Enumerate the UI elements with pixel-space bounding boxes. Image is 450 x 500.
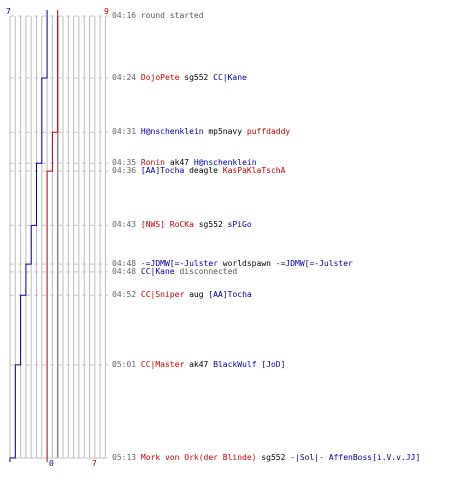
event-time: 04:24 <box>112 73 141 82</box>
weapon-text: deagle <box>184 166 223 176</box>
event-row: 04:35 Ronin ak47 H@nschenklein <box>112 158 257 168</box>
event-row: 05:01 CC|Master ak47 BlackWulf [JoD] <box>112 360 285 370</box>
player-name: DojoPete <box>140 73 180 82</box>
event-row: 04:16 round started <box>112 11 204 21</box>
blue-end-score-label: 0 <box>49 459 54 468</box>
red-end-score-label: 7 <box>92 459 97 468</box>
event-row: 04:36 [AA]Tocha deagle KasPaKlaTschA <box>112 166 285 176</box>
blue-team-score-line <box>9 10 48 462</box>
player-name: [AA]Tocha <box>140 166 185 176</box>
event-time: 04:48 <box>112 259 141 269</box>
player-name: Ronin <box>140 158 165 168</box>
player-name: [NWS] RoCKa <box>140 220 194 230</box>
player-name: BlackWulf [JoD] <box>213 359 286 369</box>
event-row: 04:31 H@nschenklein mp5navy puffdaddy <box>112 127 290 137</box>
status-text: disconnected <box>174 266 238 276</box>
player-name: -|Sol|- AffenBoss[i.V.v.JJ] <box>290 453 421 462</box>
event-time: 05:13 <box>112 453 141 462</box>
player-name: -=JDMW[=-Julster <box>275 259 353 269</box>
red-team-score-line <box>46 10 59 462</box>
event-time: 04:48 <box>112 266 141 276</box>
score-lines <box>9 10 59 462</box>
player-name: CC|Kane <box>140 266 175 276</box>
status-text: round started <box>140 11 204 20</box>
event-time: 04:16 <box>112 11 141 20</box>
red-start-score-label: 9 <box>104 7 109 16</box>
event-row: 04:43 [NWS] RoCKa sg552 sPiGo <box>112 220 252 230</box>
weapon-text: ak47 <box>184 359 214 369</box>
event-time: 04:35 <box>112 158 141 168</box>
player-name: -=JDMW[=-Julster <box>140 259 218 269</box>
event-time: 04:31 <box>112 127 141 137</box>
event-time: 04:36 <box>112 166 141 176</box>
weapon-text: sg552 <box>256 453 291 462</box>
event-dash-lines <box>10 15 108 459</box>
event-row: 04:52 CC|Sniper aug [AA]Tocha <box>112 290 252 300</box>
blue-start-score-label: 7 <box>6 7 11 16</box>
event-time: 04:52 <box>112 290 141 300</box>
event-row: 04:24 DojoPete sg552 CC|Kane <box>112 73 247 83</box>
player-name: Mork von Ork(der Blinde) <box>140 453 257 462</box>
weapon-text: aug <box>184 290 209 300</box>
player-name: sPiGo <box>227 220 252 230</box>
player-name: puffdaddy <box>246 127 291 137</box>
event-row: 04:48 CC|Kane disconnected <box>112 267 237 277</box>
weapon-text: sg552 <box>179 73 214 82</box>
chart-grid <box>9 16 108 459</box>
event-time: 05:01 <box>112 359 141 369</box>
player-name: CC|Sniper <box>140 290 185 300</box>
event-row: 05:13 Mork von Ork(der Blinde) sg552 -|S… <box>112 453 420 463</box>
weapon-text: ak47 <box>165 158 194 168</box>
player-name: CC|Kane <box>213 73 247 82</box>
player-name: KasPaKlaTschA <box>222 166 286 176</box>
player-name: H@nschenklein <box>193 158 257 168</box>
weapon-text: worldspawn <box>217 259 276 269</box>
player-name: [AA]Tocha <box>208 290 252 300</box>
weapon-text: mp5navy <box>203 127 247 137</box>
event-time: 04:43 <box>112 220 141 230</box>
weapon-text: sg552 <box>193 220 228 230</box>
player-name: CC|Master <box>140 359 185 369</box>
event-row: 04:48 -=JDMW[=-Julster worldspawn -=JDMW… <box>112 259 353 269</box>
player-name: H@nschenklein <box>140 127 204 137</box>
